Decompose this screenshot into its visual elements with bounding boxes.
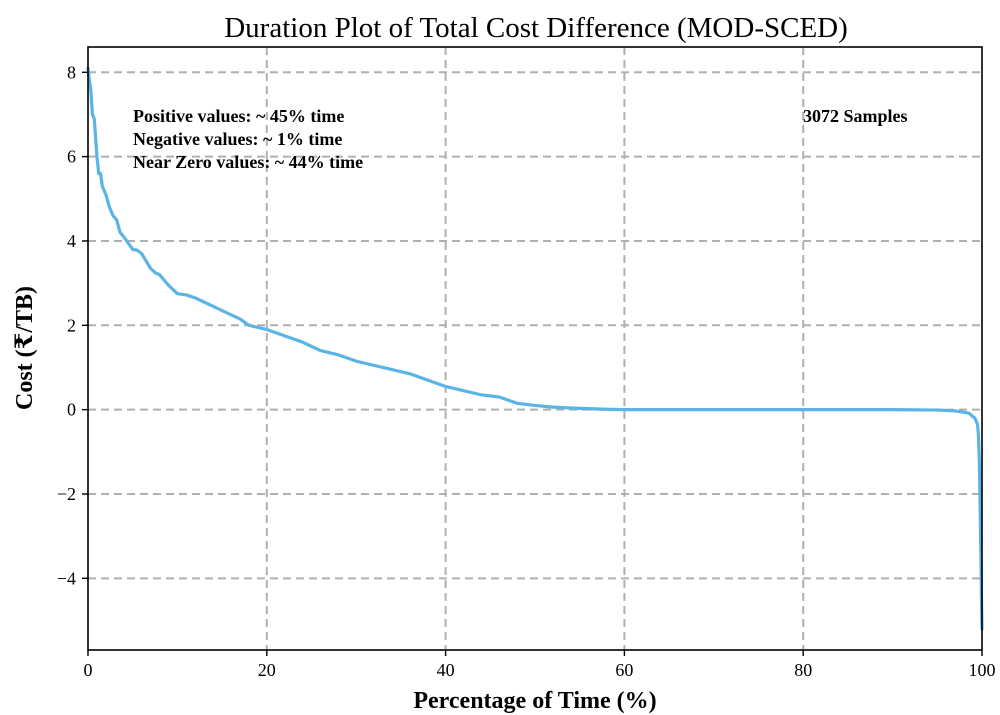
samples-count-label: 3072 Samples [803, 106, 908, 126]
x-tick-label: 40 [437, 660, 455, 680]
y-tick-label: 4 [67, 231, 76, 251]
plot-frame [87, 46, 983, 651]
duration-curve [86, 66, 984, 631]
x-tick-label: 0 [84, 660, 93, 680]
y-axis-label: Cost (₹/TB) [12, 286, 38, 410]
x-tick-label: 60 [615, 660, 633, 680]
annotation-near-zero: Near Zero values: ~ 44% time [133, 152, 363, 172]
x-tick-label: 100 [969, 660, 996, 680]
y-tick-label: −4 [57, 568, 76, 588]
annotation-positive: Positive values: ~ 45% time [133, 106, 344, 126]
x-tick-label: 80 [794, 660, 812, 680]
axis-ticks: 0 20 40 60 80 100 −4 −2 0 2 4 6 8 [57, 62, 996, 680]
y-tick-label: −2 [57, 484, 76, 504]
chart-title: Duration Plot of Total Cost Difference (… [224, 12, 848, 44]
x-tick-label: 20 [258, 660, 276, 680]
y-tick-label: 6 [67, 147, 76, 167]
y-tick-label: 2 [67, 315, 76, 335]
y-tick-label: 0 [67, 400, 76, 420]
y-tick-label: 8 [67, 62, 76, 82]
x-axis-label: Percentage of Time (%) [413, 688, 656, 714]
series-layer [86, 66, 984, 631]
annotation-negative: Negative values: ~ 1% time [133, 129, 342, 149]
grid-lines [88, 47, 982, 650]
